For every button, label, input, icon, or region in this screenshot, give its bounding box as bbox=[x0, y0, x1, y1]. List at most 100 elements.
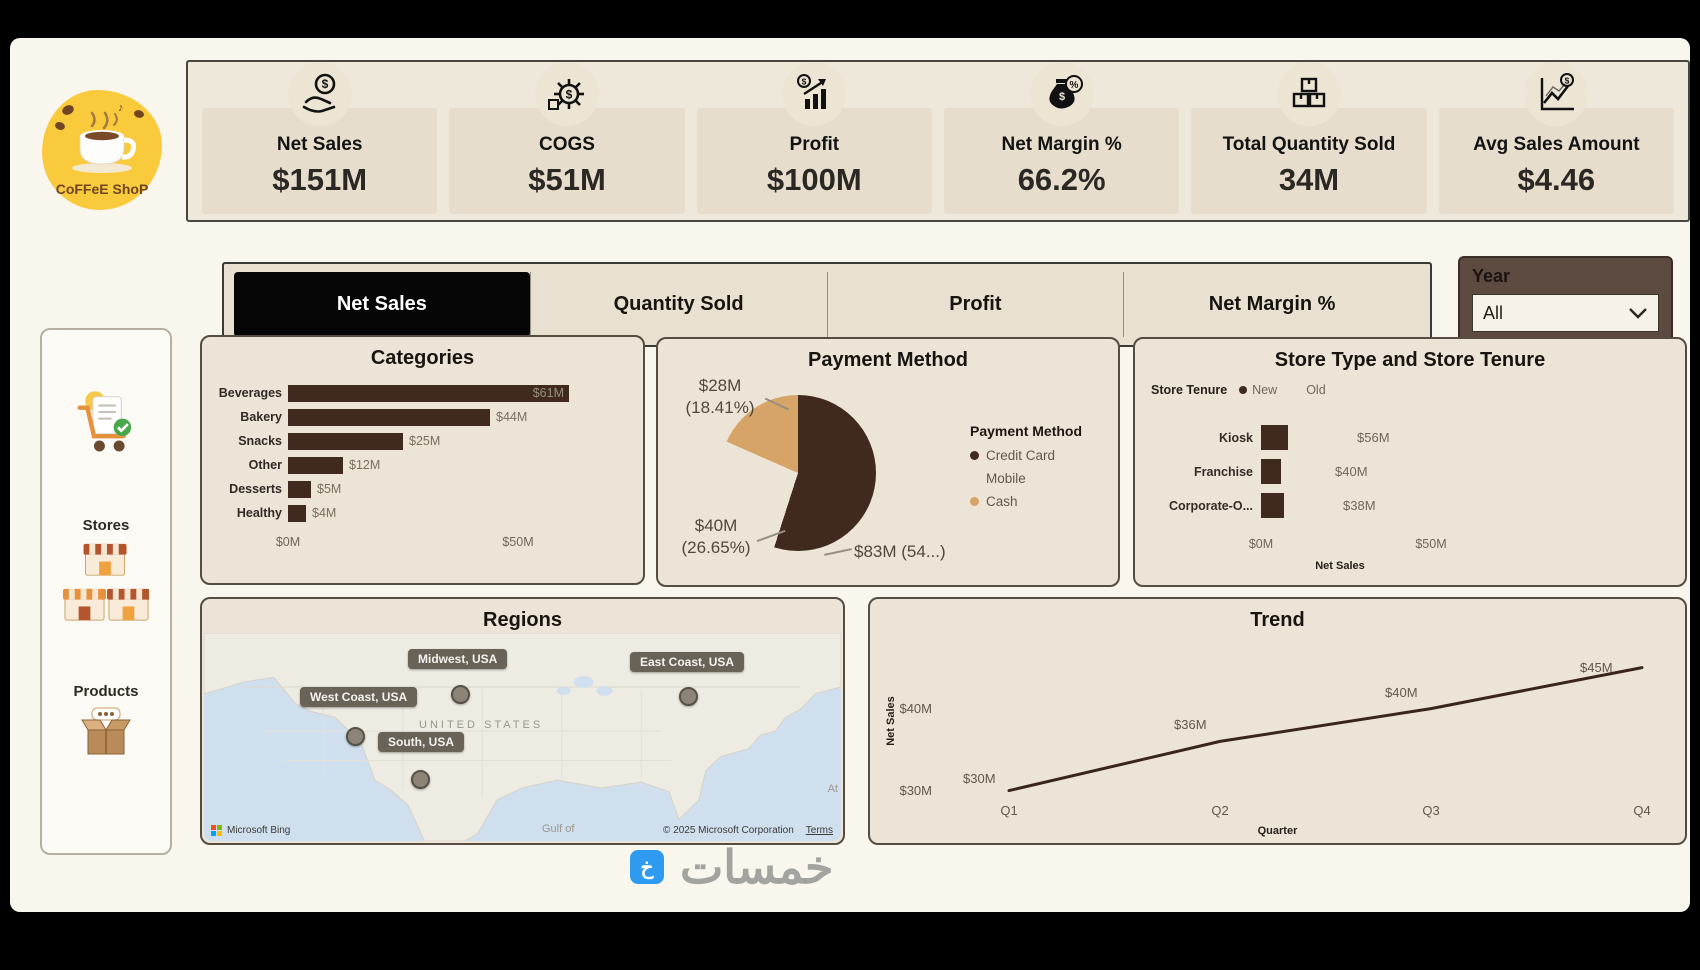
x-axis-tick: $50M bbox=[502, 535, 534, 549]
chart-title: Store Type and Store Tenure bbox=[1274, 349, 1546, 371]
trend-line-path[interactable] bbox=[1007, 666, 1644, 793]
coffee-cup-icon: ♪ bbox=[55, 102, 144, 173]
pie-callout-credit-card: $83M (54...) bbox=[854, 542, 946, 561]
pie-callout-mobile: $40M (26.65%) bbox=[660, 515, 772, 559]
legend-item-mobile[interactable]: Mobile bbox=[970, 471, 1082, 486]
kpi-value: $100M bbox=[766, 162, 862, 197]
kpi-value: 66.2% bbox=[1017, 162, 1106, 197]
chart-title: Trend bbox=[1250, 609, 1305, 631]
product-box-icon[interactable] bbox=[74, 706, 138, 767]
cart-icon[interactable] bbox=[71, 388, 141, 463]
map-pin-label[interactable]: East Coast, USA bbox=[630, 652, 745, 672]
x-axis-tick: $0M bbox=[275, 535, 301, 549]
x-axis-tick: $0M bbox=[1248, 537, 1274, 551]
kpi-card-net-margin: $ % Net Margin % 66.2% bbox=[943, 62, 1180, 214]
year-dropdown-value: All bbox=[1483, 302, 1504, 323]
category-row: Snacks $25M bbox=[216, 429, 635, 453]
payment-legend-dot bbox=[970, 497, 979, 506]
profit-growth-icon: $ bbox=[782, 62, 847, 126]
trend-x-label: Q3 bbox=[1422, 803, 1440, 818]
kpi-band: $ Net Sales $151M $ bbox=[186, 60, 1690, 222]
category-row: Bakery $44M bbox=[216, 405, 635, 429]
payment-method-chart: Payment Method $28M (18.41%) $40M (26.65… bbox=[656, 337, 1120, 587]
category-row: Desserts $5M bbox=[216, 477, 635, 501]
category-row: Healthy $4M bbox=[216, 501, 635, 525]
pie-callout-cash: $28M (18.41%) bbox=[664, 375, 776, 419]
map-provider: Microsoft Bing bbox=[211, 825, 290, 836]
bar-value-label: $44M bbox=[496, 409, 528, 424]
svg-text:$: $ bbox=[321, 77, 328, 91]
chart-title: Payment Method bbox=[807, 349, 969, 371]
chevron-down-icon bbox=[1628, 303, 1648, 324]
sidebar-item-stores[interactable]: Stores bbox=[82, 517, 130, 534]
map-pin-marker[interactable] bbox=[679, 687, 698, 706]
map-pin-marker[interactable] bbox=[411, 770, 430, 789]
kpi-card-net-sales: $ Net Sales $151M bbox=[202, 62, 438, 214]
category-label: Corporate-O... bbox=[1168, 498, 1253, 513]
categories-chart: Categories Beverages $61M Bakery $44M Sn… bbox=[200, 335, 645, 585]
legend-item-new[interactable]: New bbox=[1239, 383, 1277, 397]
category-label: Desserts bbox=[229, 482, 282, 496]
regions-map[interactable]: UNITED STATES Gulf of At Midwest, USA Ea… bbox=[204, 633, 841, 841]
svg-text:$: $ bbox=[802, 77, 807, 87]
map-terms-link[interactable]: Terms bbox=[805, 825, 833, 836]
payment-pie[interactable] bbox=[720, 395, 876, 551]
kpi-card-cogs: $ COGS $51M bbox=[449, 62, 685, 214]
svg-text:$: $ bbox=[1059, 91, 1065, 103]
map-pin-marker[interactable] bbox=[451, 685, 470, 704]
year-slicer-label: Year bbox=[1472, 266, 1511, 286]
legend-title: Payment Method bbox=[970, 423, 1083, 439]
legend-item-cash[interactable]: Cash bbox=[970, 494, 1082, 509]
x-axis-title: Net Sales bbox=[1315, 560, 1365, 572]
categories-bar[interactable]: $4M bbox=[288, 504, 336, 522]
tab-net-margin[interactable]: Net Margin % bbox=[1123, 272, 1420, 337]
tab-net-sales[interactable]: Net Sales bbox=[234, 272, 530, 337]
storefronts-icon[interactable] bbox=[63, 540, 150, 631]
watermark-badge-icon: خ bbox=[630, 850, 664, 884]
category-label: Bakery bbox=[240, 410, 282, 424]
map-pin-label[interactable]: West Coast, USA bbox=[300, 687, 418, 707]
map-pin-label[interactable]: Midwest, USA bbox=[408, 649, 508, 669]
legend-label: New bbox=[1252, 383, 1278, 397]
trend-x-label: Q2 bbox=[1211, 803, 1229, 818]
categories-bar[interactable]: $12M bbox=[288, 456, 380, 474]
category-label: Other bbox=[248, 458, 282, 472]
category-row: Beverages $61M bbox=[216, 381, 635, 405]
categories-bar[interactable]: $25M bbox=[288, 432, 440, 450]
categories-bar[interactable]: $5M bbox=[288, 480, 341, 498]
hand-coin-icon: $ bbox=[287, 62, 352, 126]
store-bar[interactable] bbox=[1261, 425, 1288, 450]
svg-text:$: $ bbox=[566, 88, 573, 102]
category-label: Franchise bbox=[1193, 464, 1253, 479]
legend-item-credit-card[interactable]: Credit Card bbox=[970, 448, 1082, 463]
map-pin-marker[interactable] bbox=[346, 727, 365, 746]
callout-percent: (18.41%) bbox=[685, 398, 755, 418]
legend-label: Mobile bbox=[986, 471, 1026, 486]
legend-item-old[interactable]: Old bbox=[1293, 383, 1326, 397]
kpi-label: Net Sales bbox=[276, 134, 363, 155]
chart-title: Regions bbox=[483, 609, 562, 631]
watermark: خ خمسات bbox=[630, 840, 833, 894]
category-label: Beverages bbox=[218, 386, 282, 400]
map-pin-label[interactable]: South, USA bbox=[378, 732, 464, 752]
tab-profit[interactable]: Profit bbox=[826, 272, 1124, 337]
kpi-value: $4.46 bbox=[1517, 162, 1596, 197]
microsoft-logo-icon bbox=[211, 825, 222, 836]
svg-text:$: $ bbox=[1565, 76, 1570, 86]
coffee-shop-logo: ♪ CoFFeE ShoP bbox=[42, 90, 162, 210]
trend-point-label: $30M bbox=[963, 770, 996, 786]
tab-quantity-sold[interactable]: Quantity Sold bbox=[529, 272, 827, 337]
categories-bar[interactable]: $61M bbox=[288, 384, 569, 402]
payment-legend: Payment Method Credit Card Mobile Cash bbox=[970, 423, 1082, 517]
store-row: Kiosk $56M bbox=[1145, 425, 1675, 450]
year-dropdown[interactable]: All bbox=[1472, 294, 1659, 332]
store-bar[interactable] bbox=[1261, 459, 1281, 484]
categories-bar[interactable]: $44M bbox=[288, 408, 527, 426]
sidebar-item-products[interactable]: Products bbox=[73, 683, 139, 700]
kpi-card-avg-sales: $ Avg Sales Amount $4.46 bbox=[1438, 62, 1674, 214]
store-bar[interactable] bbox=[1261, 493, 1284, 518]
logo-title: CoFFeE ShoP bbox=[55, 181, 149, 197]
kpi-label: Avg Sales Amount bbox=[1473, 134, 1640, 155]
legend-label: Cash bbox=[986, 494, 1018, 509]
